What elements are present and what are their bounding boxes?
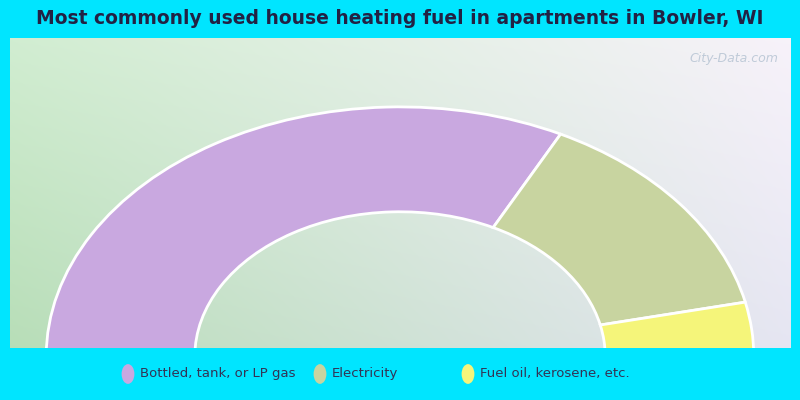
Wedge shape — [46, 107, 561, 357]
Wedge shape — [493, 134, 746, 325]
Text: Fuel oil, kerosene, etc.: Fuel oil, kerosene, etc. — [480, 368, 630, 380]
Ellipse shape — [462, 364, 474, 384]
Text: Electricity: Electricity — [332, 368, 398, 380]
Text: City-Data.com: City-Data.com — [690, 52, 778, 65]
Text: Bottled, tank, or LP gas: Bottled, tank, or LP gas — [140, 368, 295, 380]
Ellipse shape — [314, 364, 326, 384]
Ellipse shape — [122, 364, 134, 384]
Text: Most commonly used house heating fuel in apartments in Bowler, WI: Most commonly used house heating fuel in… — [36, 10, 764, 28]
Wedge shape — [600, 302, 754, 357]
